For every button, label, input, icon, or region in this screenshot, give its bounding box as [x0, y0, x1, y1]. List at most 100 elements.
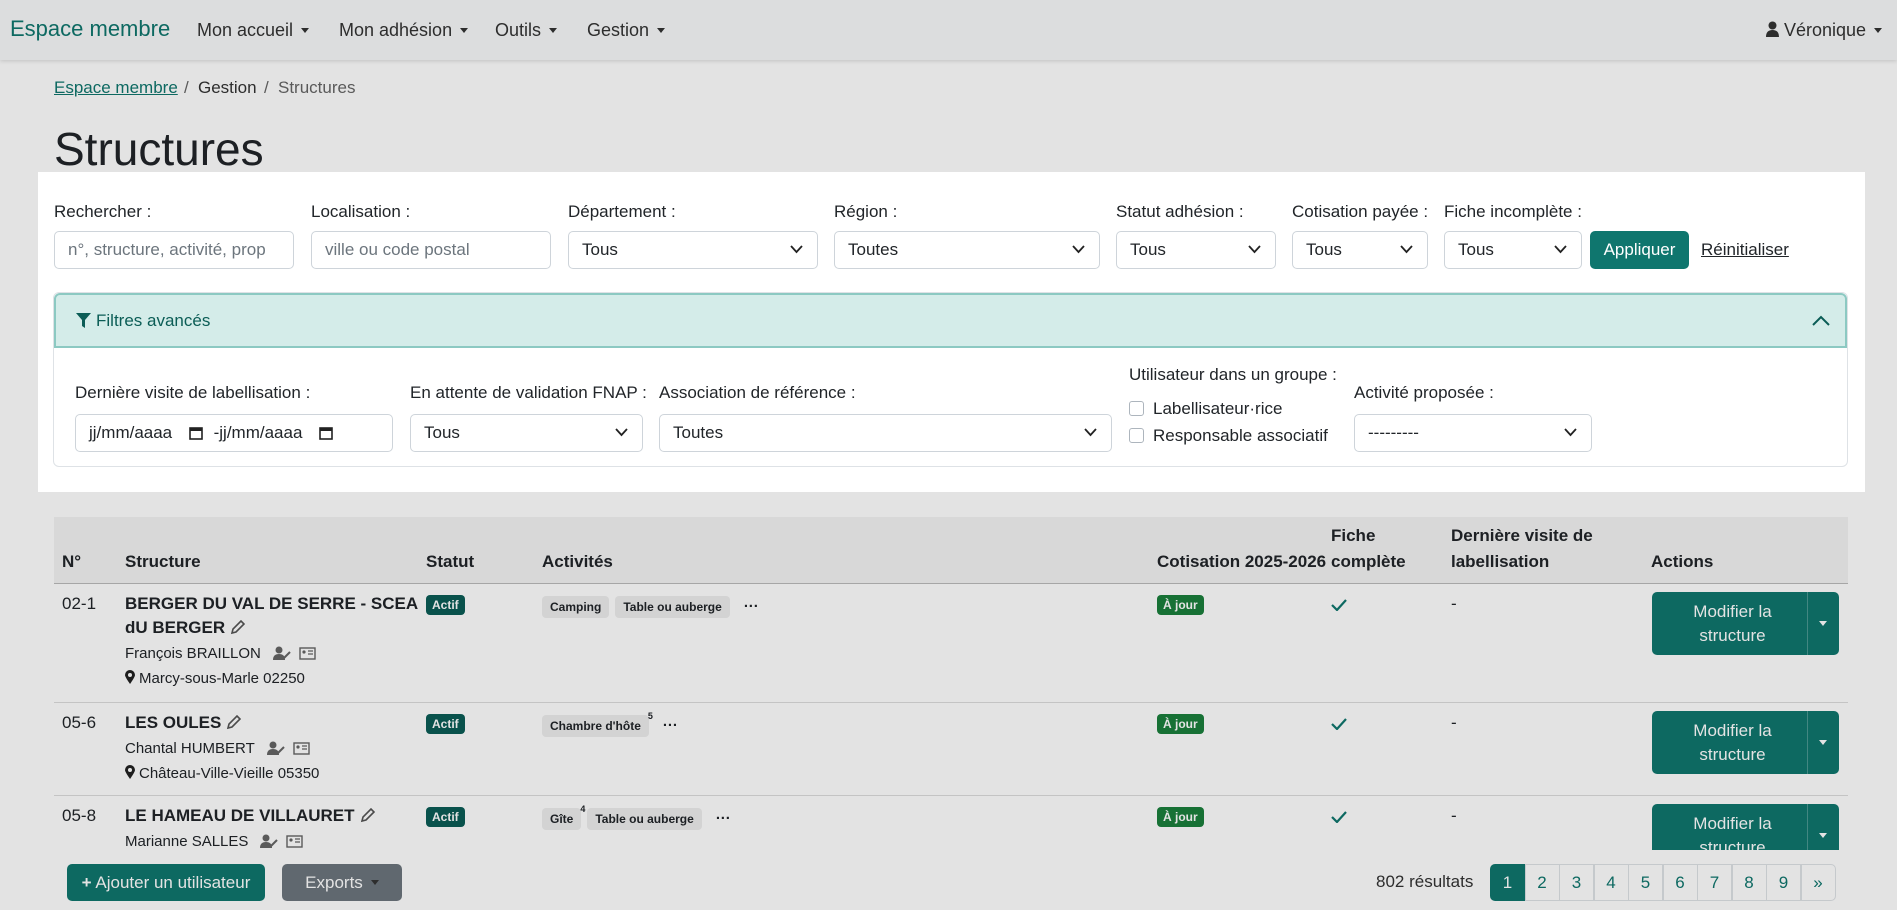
filter-icon [76, 313, 91, 328]
user-icon [272, 646, 291, 660]
page-link[interactable]: 6 [1662, 864, 1698, 901]
breadcrumb-item: Structures [278, 78, 356, 97]
menu[interactable]: Mon adhésion [339, 20, 468, 41]
complete-cell [1331, 596, 1347, 616]
dropdown-toggle[interactable] [1807, 711, 1839, 774]
menu[interactable]: Mon accueil [197, 20, 309, 41]
chevron [1400, 245, 1413, 254]
chevron [1554, 245, 1567, 254]
structure-name[interactable]: LES OULES [125, 713, 222, 732]
activity-count: 5 [647, 711, 653, 721]
structure-number: 05-8 [62, 806, 97, 825]
activity: Chambre d'hôte [550, 719, 641, 733]
select[interactable]: Tous [1444, 231, 1582, 269]
page-link[interactable]: 2 [1524, 864, 1560, 901]
structure-name-wrap: LE HAMEAU DE VILLAURET [125, 804, 425, 828]
contact-wrap: François BRAILLON [125, 640, 425, 667]
location-wrap: Château-Ville-Vieille 05350 [125, 762, 425, 786]
contact-wrap: Chantal HUMBERT [125, 735, 425, 762]
user-icon [260, 834, 279, 848]
activity-tag: Gîte 4 [542, 804, 585, 830]
option: Labellisateur·rice [1153, 399, 1283, 418]
activities: Gîte 4 Table ou auberge ··· [542, 804, 731, 830]
more-activities[interactable]: ··· [743, 598, 759, 615]
page-link[interactable]: 1 [1490, 864, 1525, 901]
checkbox[interactable]: Labellisateur·rice [1129, 399, 1282, 419]
reset-link[interactable]: Réinitialiser [1701, 240, 1789, 259]
edit-button[interactable]: Modifier la structure [1652, 592, 1839, 655]
value: Tous [582, 240, 618, 259]
chevron [1084, 428, 1097, 437]
more-activities[interactable]: ··· [662, 717, 678, 734]
pending-select[interactable]: Tous [410, 414, 643, 452]
chevron [790, 245, 803, 254]
label: Exports [305, 873, 363, 892]
activity: Table ou auberge [595, 812, 694, 826]
advanced-header[interactable]: Filtres avancés [54, 293, 1847, 348]
card-icon [293, 742, 310, 755]
page-link[interactable]: 8 [1731, 864, 1767, 901]
location: Château-Ville-Vieille 05350 [139, 765, 320, 782]
menu[interactable]: Gestion [587, 20, 665, 41]
value: Tous [1130, 240, 1166, 259]
exports-button[interactable]: Exports [282, 864, 402, 901]
card-icon [286, 835, 304, 848]
collapse-icon [1812, 315, 1830, 326]
menu[interactable]: Outils [495, 20, 557, 41]
pin-icon [125, 670, 135, 684]
chevron [1564, 428, 1577, 437]
select[interactable]: Tous [1292, 231, 1428, 269]
page-link[interactable]: 5 [1628, 864, 1663, 901]
structure-name[interactable]: BERGER DU VAL DE SERRE - SCEA dU BERGER [125, 594, 418, 637]
brand[interactable]: Espace membre [10, 16, 171, 41]
breadcrumb-link[interactable]: Espace membre [54, 78, 178, 97]
label: Association de référence : [659, 383, 856, 402]
add-user-button[interactable]: + Ajouter un utilisateur [67, 864, 265, 901]
user-menu[interactable]: Véronique [1784, 20, 1882, 41]
checkbox[interactable]: Responsable associatif [1129, 426, 1328, 446]
user-icon [266, 741, 285, 755]
edit-button[interactable]: Modifier la structure [1652, 711, 1839, 774]
table-header: N° Structure Statut Activités Cotisation 202… [54, 517, 1848, 584]
edit-label: Modifier la structure [1693, 721, 1772, 764]
results-count: 802 résultats [1376, 872, 1474, 891]
check-icon [1331, 811, 1347, 824]
select[interactable]: Tous [568, 231, 818, 269]
label: En attente de validation FNAP : [410, 383, 647, 402]
apply-button[interactable]: Appliquer [1590, 231, 1689, 269]
dropdown-toggle[interactable] [1807, 804, 1839, 862]
structure-name[interactable]: LE HAMEAU DE VILLAURET [125, 806, 355, 825]
cotisation-badge: À jour [1157, 807, 1204, 827]
location-input[interactable] [311, 231, 551, 269]
date-range-input[interactable]: jj/mm/aaaa -jj/mm/aaaa [75, 414, 393, 452]
more-activities[interactable]: ··· [715, 810, 731, 827]
page-title: Structures [54, 123, 264, 175]
filter-panel: Rechercher : Localisation : Département … [38, 172, 1865, 492]
last-visit: - [1451, 806, 1457, 825]
breadcrumb-item: Gestion [198, 78, 257, 97]
page-link[interactable]: 3 [1559, 864, 1594, 901]
dropdown-toggle[interactable] [1807, 592, 1839, 655]
cotisation-badge: À jour [1157, 595, 1204, 615]
table-row: 02-1 BERGER DU VAL DE SERRE - SCEA dU BE… [54, 584, 1848, 703]
edit-icon[interactable] [226, 714, 242, 730]
select[interactable]: Toutes [834, 231, 1100, 269]
value: Tous [1306, 240, 1342, 259]
column-header: Actions [1651, 552, 1714, 571]
select[interactable]: Tous [1116, 231, 1276, 269]
association-select[interactable]: Toutes [659, 414, 1112, 452]
activity-select[interactable]: --------- [1354, 414, 1592, 452]
last-visit: - [1451, 594, 1457, 613]
search-input[interactable] [54, 231, 294, 269]
edit-icon[interactable] [230, 619, 246, 635]
contact: Marianne SALLES [125, 833, 249, 850]
page-link[interactable]: 7 [1697, 864, 1732, 901]
calendar-icon [319, 427, 333, 440]
check-icon [1331, 599, 1347, 612]
value: Tous [1458, 240, 1494, 259]
value: Toutes [673, 423, 724, 442]
edit-icon[interactable] [360, 807, 375, 823]
column-header: Statut [426, 552, 475, 571]
page-link[interactable]: » [1800, 864, 1836, 901]
